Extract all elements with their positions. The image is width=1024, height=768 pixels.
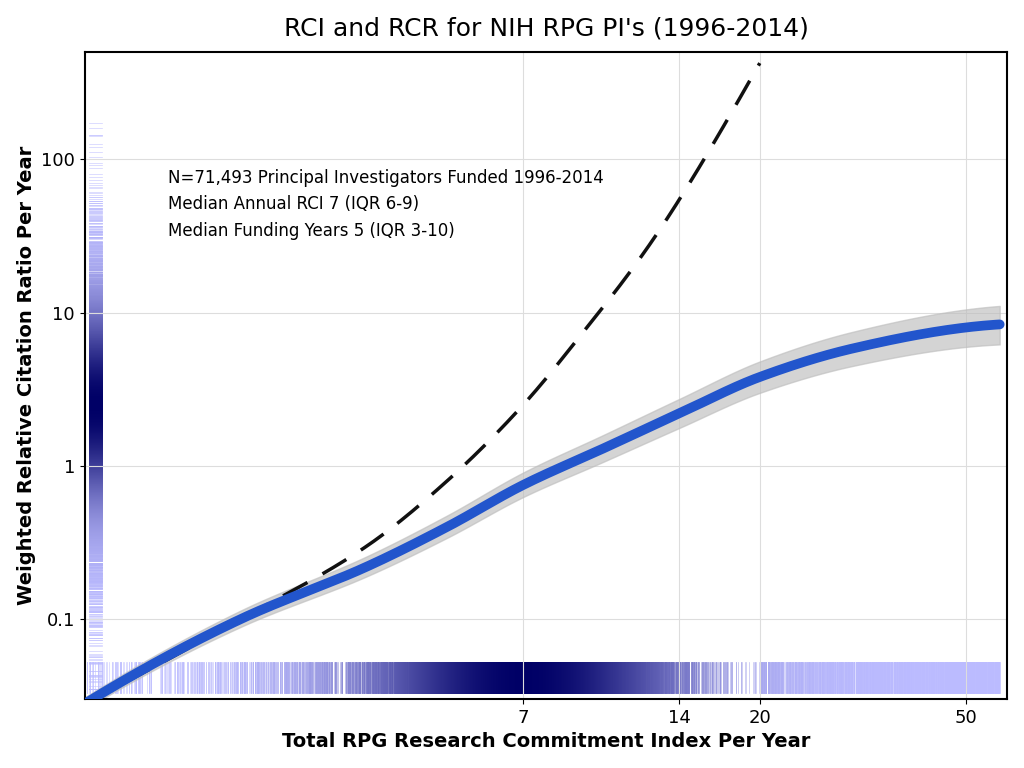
Text: N=71,493 Principal Investigators Funded 1996-2014
Median Annual RCI 7 (IQR 6-9)
: N=71,493 Principal Investigators Funded … <box>168 169 603 240</box>
Y-axis label: Weighted Relative Citation Ratio Per Year: Weighted Relative Citation Ratio Per Yea… <box>16 146 36 605</box>
Title: RCI and RCR for NIH RPG PI's (1996-2014): RCI and RCR for NIH RPG PI's (1996-2014) <box>284 17 809 41</box>
X-axis label: Total RPG Research Commitment Index Per Year: Total RPG Research Commitment Index Per … <box>282 733 810 751</box>
